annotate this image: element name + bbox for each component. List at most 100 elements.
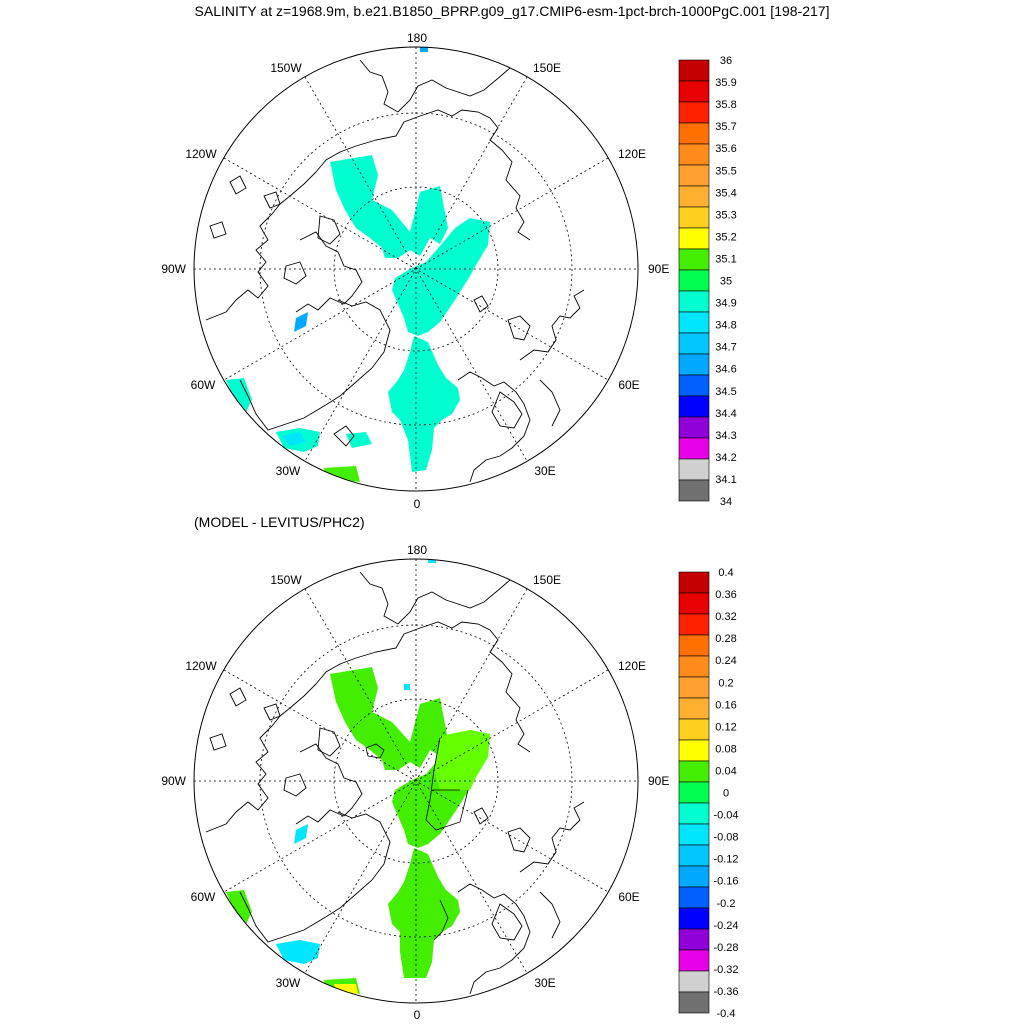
salinity-patch-arctic-west — [330, 155, 448, 258]
lon-label-90w: 90W — [161, 262, 186, 276]
salinity-colorbar-label-14: 34.6 — [715, 364, 736, 376]
lon-label-30w: 30W — [276, 464, 301, 478]
salinity-colorbar-box-15 — [678, 374, 710, 397]
difference-colorbar-box-3 — [678, 634, 710, 657]
lon-label-0: 0 — [414, 497, 421, 511]
salinity-patch-rockall — [346, 432, 372, 448]
figure-title: SALINITY at z=1968.9m, b.e21.B1850_BPRP.… — [194, 3, 830, 19]
salinity-colorbar-box-1 — [678, 80, 710, 103]
salinity-colorbar-label-15: 34.5 — [715, 386, 736, 398]
salinity-graticule — [194, 47, 638, 491]
difference-colorbar-box-12 — [678, 823, 710, 846]
difference-colorbar-label-13: -0.12 — [713, 854, 738, 866]
salinity-colorbar-box-9 — [678, 248, 710, 271]
lon-label-30e-b: 30E — [534, 976, 555, 990]
lon-label-180: 180 — [407, 31, 427, 45]
salinity-colorbar-label-6: 35.4 — [715, 187, 736, 199]
lon-label-120e: 120E — [618, 147, 646, 161]
difference-colorbar-box-18 — [678, 949, 710, 972]
difference-colorbar-label-16: -0.24 — [713, 920, 738, 932]
difference-colorbar-box-7 — [678, 718, 710, 741]
lon-label-150e: 150E — [533, 61, 561, 75]
salinity-patch-labrador — [226, 378, 252, 412]
salinity-colorbar-label-3: 35.7 — [715, 121, 736, 133]
difference-colorbar-label-0: 0.4 — [718, 567, 733, 579]
salinity-colorbar-box-14 — [678, 353, 710, 376]
lon-label-90e-b: 90E — [648, 774, 669, 788]
lon-label-180-b: 180 — [407, 543, 427, 557]
salinity-colorbar-box-7 — [678, 206, 710, 229]
salinity-patch-arctic-east — [392, 218, 490, 336]
salinity-colorbar-box-6 — [678, 185, 710, 208]
difference-colorbar-label-1: 0.36 — [715, 589, 736, 601]
lon-label-120w: 120W — [185, 147, 217, 161]
salinity-colorbar-label-2: 35.8 — [715, 99, 736, 111]
diff-coastlines — [205, 571, 585, 995]
difference-colorbar-label-9: 0.04 — [715, 765, 736, 777]
salinity-colorbar-label-11: 34.9 — [715, 298, 736, 310]
lon-label-90e: 90E — [648, 262, 669, 276]
difference-colorbar-label-6: 0.16 — [715, 699, 736, 711]
difference-colorbar-label-8: 0.08 — [715, 743, 736, 755]
salinity-colorbar-box-8 — [678, 227, 710, 250]
diff-patch-arctic-east-high — [434, 730, 490, 790]
salinity-colorbar-label-0: 36 — [720, 55, 732, 67]
salinity-colorbar-label-13: 34.7 — [715, 342, 736, 354]
difference-colorbar-label-12: -0.08 — [713, 832, 738, 844]
difference-colorbar-box-5 — [678, 676, 710, 699]
salinity-patch-baffin — [294, 312, 308, 332]
salinity-colorbar-box-2 — [678, 101, 710, 124]
difference-colorbar-label-5: 0.2 — [718, 677, 733, 689]
diff-contours — [365, 737, 469, 941]
salinity-patch-nordic — [388, 336, 460, 472]
difference-colorbar-box-15 — [678, 886, 710, 909]
lon-label-120w-b: 120W — [185, 659, 217, 673]
lon-label-90w-b: 90W — [161, 774, 186, 788]
salinity-map-border — [193, 46, 639, 492]
difference-colorbar-label-2: 0.32 — [715, 611, 736, 623]
diff-patch-labrador — [226, 890, 252, 924]
difference-colorbar-label-15: -0.2 — [717, 898, 736, 910]
difference-colorbar-label-20: -0.4 — [717, 1008, 736, 1020]
salinity-patch-atlantic — [324, 466, 360, 482]
salinity-colorbar-label-9: 35.1 — [715, 253, 736, 265]
salinity-colorbar-label-20: 34 — [720, 496, 732, 508]
diff-patch-atlantic-high — [334, 984, 358, 994]
difference-colorbar-box-4 — [678, 655, 710, 678]
salinity-colorbar-box-16 — [678, 395, 710, 418]
salinity-colorbar-label-17: 34.3 — [715, 430, 736, 442]
lon-label-120e-b: 120E — [618, 659, 646, 673]
salinity-map-field — [194, 47, 638, 491]
difference-colorbar-box-10 — [678, 781, 710, 804]
difference-colorbar-label-4: 0.24 — [715, 655, 736, 667]
diff-patch-small — [404, 684, 410, 690]
salinity-colorbar-box-18 — [678, 437, 710, 460]
difference-colorbar: 0.4 0.36 0.32 0.28 0.24 0.2 0.16 0.12 0.08 0.04 0 -… — [678, 567, 739, 1020]
salinity-coastlines — [205, 59, 585, 483]
difference-map-field — [194, 559, 638, 1003]
difference-colorbar-box-11 — [678, 802, 710, 825]
difference-colorbar-label-3: 0.28 — [715, 633, 736, 645]
lon-label-60w: 60W — [191, 378, 216, 392]
difference-colorbar-box-17 — [678, 928, 710, 951]
salinity-colorbar-box-17 — [678, 416, 710, 439]
diff-patch-baffin — [294, 824, 308, 844]
salinity-colorbar-box-13 — [678, 332, 710, 355]
lon-label-150e-b: 150E — [533, 573, 561, 587]
salinity-colorbar-label-5: 35.5 — [715, 165, 736, 177]
difference-colorbar-label-17: -0.28 — [713, 942, 738, 954]
diff-patch-nordic — [388, 848, 460, 978]
salinity-colorbar-box-20 — [678, 479, 710, 502]
difference-colorbar-box-1 — [678, 592, 710, 615]
diff-graticule — [194, 559, 638, 1003]
salinity-colorbar-label-19: 34.1 — [715, 474, 736, 486]
difference-colorbar-box-16 — [678, 907, 710, 930]
difference-colorbar-label-11: -0.04 — [713, 810, 738, 822]
difference-colorbar-label-14: -0.16 — [713, 876, 738, 888]
difference-colorbar-label-7: 0.12 — [715, 721, 736, 733]
lon-label-60e-b: 60E — [618, 890, 639, 904]
difference-colorbar-box-8 — [678, 739, 710, 762]
salinity-colorbar-label-4: 35.6 — [715, 143, 736, 155]
salinity-colorbar-box-5 — [678, 164, 710, 187]
salinity-colorbar-label-1: 35.9 — [715, 77, 736, 89]
